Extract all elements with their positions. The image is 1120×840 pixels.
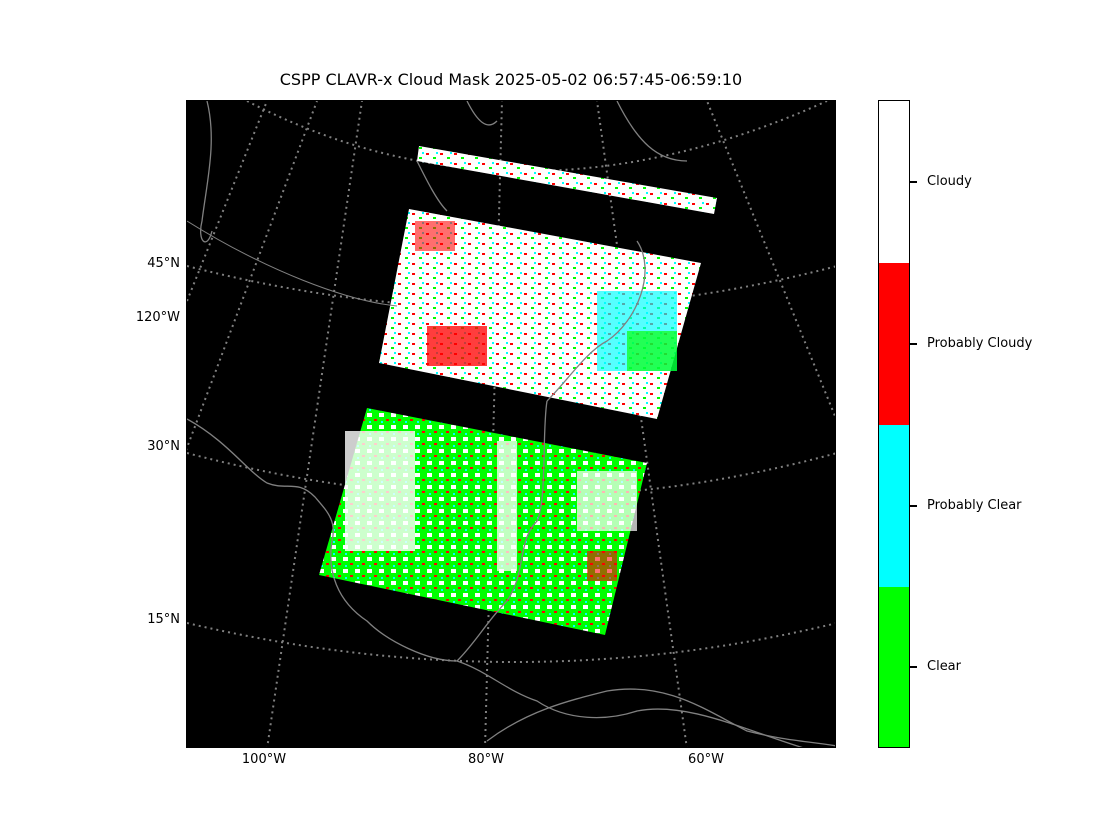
longitude-lines <box>187 101 835 747</box>
lon-line-60 <box>706 101 835 419</box>
lon-label-80: 80°W <box>468 752 504 767</box>
colorbar-tick <box>910 666 917 668</box>
north-cloud-detail <box>415 221 677 371</box>
lon-line-70 <box>596 101 688 747</box>
colorbar <box>878 100 910 748</box>
lat-line-15 <box>187 622 835 663</box>
colorbar-label-probably-clear: Probably Clear <box>927 498 1022 513</box>
map-panel[interactable] <box>186 100 836 748</box>
south-cloud-detail <box>345 431 637 581</box>
lon-line-90 <box>187 101 318 451</box>
lon-label-60: 60°W <box>688 752 724 767</box>
colorbar-segment-cloudy <box>879 101 909 263</box>
lat-line-60 <box>246 101 828 172</box>
lat-label-30: 30°N <box>147 439 180 454</box>
colorbar-segment-probably-cloudy <box>879 263 909 425</box>
figure-title: CSPP CLAVR-x Cloud Mask 2025-05-02 06:57… <box>279 70 743 89</box>
colorbar-label-clear: Clear <box>927 659 961 674</box>
colorbar-segment-clear <box>879 587 909 747</box>
colorbar-tick <box>910 505 917 507</box>
colorbar-tick <box>910 181 917 183</box>
lat-label-15: 15°N <box>147 612 180 627</box>
lat-label-120w: 120°W <box>135 310 180 325</box>
coastlines <box>187 101 835 747</box>
colorbar-label-cloudy: Cloudy <box>927 174 972 189</box>
lat-label-45: 45°N <box>147 256 180 271</box>
colorbar-segment-probably-clear <box>879 425 909 587</box>
lon-line-100 <box>266 101 363 747</box>
swath-strip-top <box>417 146 717 214</box>
colorbar-label-probably-cloudy: Probably Cloudy <box>927 336 1033 351</box>
lon-line-80 <box>484 101 503 747</box>
lon-line-120 <box>187 101 268 302</box>
lon-label-100: 100°W <box>241 752 287 767</box>
map-svg <box>187 101 835 747</box>
colorbar-tick <box>910 343 917 345</box>
